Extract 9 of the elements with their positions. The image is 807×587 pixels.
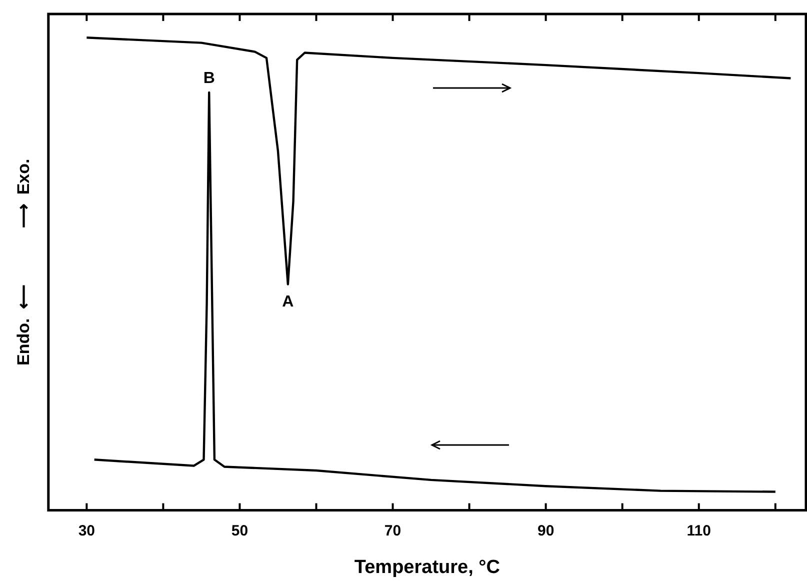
annotation: A: [282, 294, 294, 311]
x-tick-label: 90: [537, 522, 554, 540]
x-tick-label: 30: [78, 522, 96, 540]
y-axis-title: Endo. ⟵ ⟶ Exo.: [14, 158, 33, 366]
annotation: B: [203, 70, 215, 87]
x-axis-title: Temperature, °C: [354, 556, 500, 578]
x-tick-label: 110: [686, 522, 711, 540]
x-tick-label: 50: [231, 522, 248, 540]
x-tick-label: 70: [384, 522, 402, 540]
